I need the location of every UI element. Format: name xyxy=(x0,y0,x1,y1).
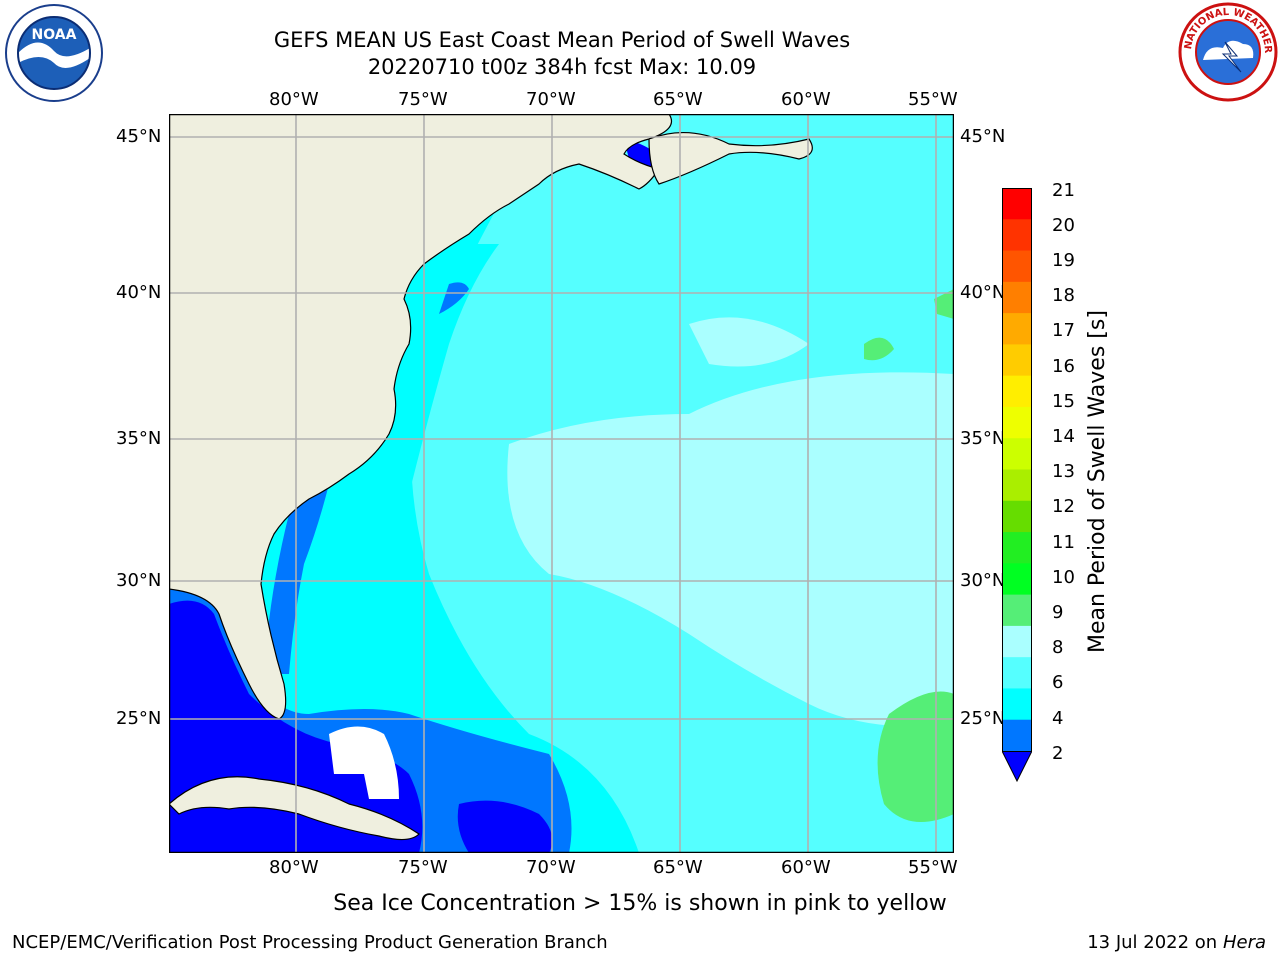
lat-label-left-25n: 25°N xyxy=(116,708,162,729)
lat-label-right-35n: 35°N xyxy=(960,428,1006,449)
period-2-4-strip-ne xyxy=(439,282,469,314)
period-9-10-patch-ne xyxy=(864,337,894,361)
cb-tick-9: 9 xyxy=(1052,602,1064,623)
cb-tick-2: 2 xyxy=(1052,743,1064,764)
period-9-10-patch-e xyxy=(934,289,954,319)
colorbar-swatch xyxy=(1002,250,1032,283)
period-8-9-patch xyxy=(689,317,809,367)
colorbar-frame xyxy=(1002,188,1032,752)
colorbar-swatch xyxy=(1002,375,1032,408)
colorbar-swatch xyxy=(1002,625,1032,658)
lat-label-right-30n: 30°N xyxy=(960,570,1006,591)
lon-label-bottom-75w: 75°W xyxy=(398,857,448,878)
cb-tick-6: 6 xyxy=(1052,672,1064,693)
map-frame xyxy=(168,113,955,854)
colorbar-swatch xyxy=(1002,594,1032,627)
cb-tick-20: 20 xyxy=(1052,215,1075,236)
colorbar-swatch xyxy=(1002,719,1032,752)
lon-label-bottom-65w: 65°W xyxy=(653,857,703,878)
lat-label-left-35n: 35°N xyxy=(116,428,162,449)
land-north-america xyxy=(168,113,673,720)
cb-tick-11: 11 xyxy=(1052,532,1075,553)
period-below-2-patch xyxy=(457,800,553,853)
cb-tick-15: 15 xyxy=(1052,391,1075,412)
chart-subtitle: 20220710 t00z 384h fcst Max: 10.09 xyxy=(367,55,757,79)
cb-tick-21: 21 xyxy=(1052,180,1075,201)
cb-tick-13: 13 xyxy=(1052,461,1075,482)
lon-label-top-80w: 80°W xyxy=(269,89,319,110)
colorbar-swatch xyxy=(1002,657,1032,689)
svg-text:NOAA: NOAA xyxy=(32,27,77,43)
lon-label-bottom-55w: 55°W xyxy=(908,857,958,878)
sea-ice-note: Sea Ice Concentration > 15% is shown in … xyxy=(333,891,947,916)
lat-label-right-40n: 40°N xyxy=(960,282,1006,303)
nws-logo: NATIONAL WEATHER SERVICE xyxy=(1173,0,1279,102)
footer-machine: Hera xyxy=(1222,932,1266,953)
colorbar-swatch xyxy=(1002,344,1032,377)
graticule xyxy=(169,114,954,853)
lon-label-bottom-60w: 60°W xyxy=(781,857,831,878)
masked-shallows xyxy=(329,726,399,799)
lat-label-right-45n: 45°N xyxy=(960,126,1006,147)
footer-date: 13 Jul 2022 on Hera xyxy=(1087,932,1266,953)
lat-label-left-30n: 30°N xyxy=(116,570,162,591)
period-9-10-patch-se xyxy=(877,691,954,822)
land-cuba xyxy=(168,776,420,841)
colorbar-swatch xyxy=(1002,438,1032,470)
cb-tick-8: 8 xyxy=(1052,637,1064,658)
chart-title: GEFS MEAN US East Coast Mean Period of S… xyxy=(273,28,851,52)
lon-label-top-75w: 75°W xyxy=(398,89,448,110)
lon-label-top-55w: 55°W xyxy=(908,89,958,110)
cb-tick-14: 14 xyxy=(1052,426,1075,447)
colorbar-swatch xyxy=(1002,500,1032,533)
swell-period-map xyxy=(168,113,955,854)
cb-tick-12: 12 xyxy=(1052,496,1075,517)
cb-tick-10: 10 xyxy=(1052,567,1075,588)
coastal-band xyxy=(339,244,499,714)
colorbar-swatch xyxy=(1002,219,1032,252)
colorbar xyxy=(1001,188,1033,784)
colorbar-swatch xyxy=(1002,313,1032,345)
lon-label-bottom-80w: 80°W xyxy=(269,857,319,878)
footer-organization: NCEP/EMC/Verification Post Processing Pr… xyxy=(12,932,608,953)
noaa-logo: NOAA xyxy=(3,3,105,103)
colorbar-swatch xyxy=(1002,188,1032,220)
cb-tick-16: 16 xyxy=(1052,356,1075,377)
colorbar-swatch xyxy=(1002,563,1032,596)
cb-tick-4: 4 xyxy=(1052,708,1064,729)
colorbar-swatches xyxy=(1001,188,1033,783)
colorbar-swatch xyxy=(1002,281,1032,314)
lat-label-right-25n: 25°N xyxy=(960,708,1006,729)
colorbar-extend-arrow xyxy=(1001,750,1033,783)
colorbar-label: Mean Period of Swell Waves [s] xyxy=(1085,310,1110,653)
colorbar-swatch xyxy=(1002,406,1032,439)
colorbar-swatch xyxy=(1002,688,1032,721)
lat-label-left-45n: 45°N xyxy=(116,126,162,147)
footer-date-text: 13 Jul 2022 on xyxy=(1087,932,1218,953)
lon-label-top-65w: 65°W xyxy=(653,89,703,110)
lon-label-bottom-70w: 70°W xyxy=(526,857,576,878)
colorbar-swatch xyxy=(1002,532,1032,564)
map-area xyxy=(168,113,955,854)
lon-label-top-70w: 70°W xyxy=(526,89,576,110)
cb-tick-19: 19 xyxy=(1052,250,1075,271)
lat-label-left-40n: 40°N xyxy=(116,282,162,303)
land-nova-scotia xyxy=(648,132,813,185)
period-8-9-region xyxy=(507,372,954,727)
lon-label-top-60w: 60°W xyxy=(781,89,831,110)
cb-tick-18: 18 xyxy=(1052,285,1075,306)
colorbar-swatch xyxy=(1002,469,1032,502)
cb-tick-17: 17 xyxy=(1052,320,1075,341)
